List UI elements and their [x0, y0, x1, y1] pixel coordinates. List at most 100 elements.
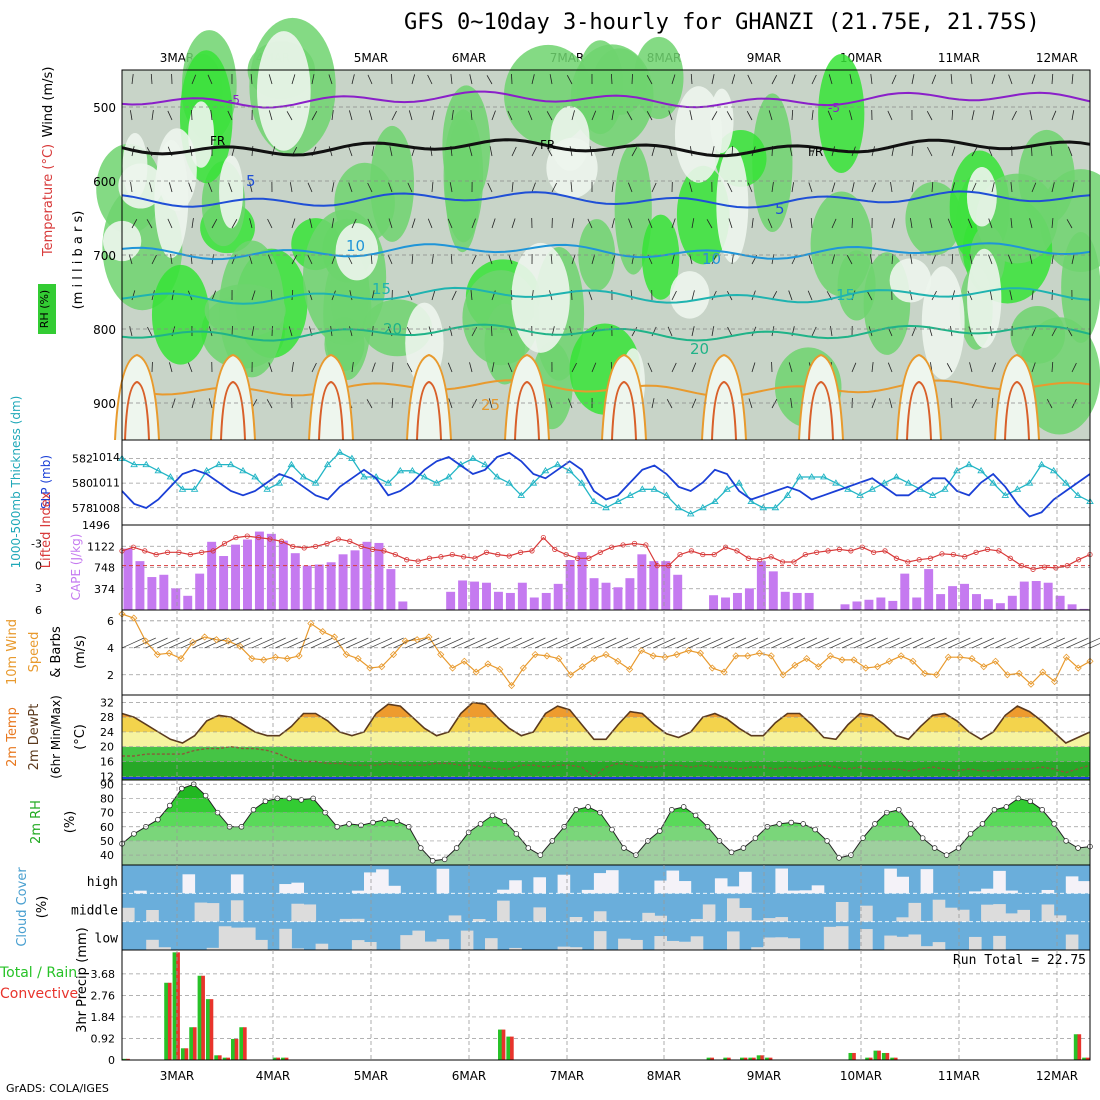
wind10-speed-point	[496, 665, 504, 673]
cape-bar	[553, 583, 563, 610]
wind-barb	[970, 74, 973, 85]
cape-bar	[541, 592, 551, 610]
lifted-index-point	[666, 563, 672, 569]
wind10-barb	[169, 637, 192, 649]
rh-2m-point	[477, 821, 484, 827]
wind-barb	[1051, 218, 1054, 229]
precip-total-bar	[122, 1058, 127, 1060]
rh-2m-point	[465, 829, 472, 836]
wind10-speed-point	[803, 655, 811, 663]
cape-bar	[266, 533, 276, 610]
cape-bar	[398, 601, 408, 610]
wind10-speed-point	[330, 633, 339, 641]
thickness-point	[590, 497, 598, 505]
wind10-speed-point	[909, 657, 917, 665]
lifted-index-point	[221, 540, 228, 547]
wind-barb	[788, 362, 793, 373]
wind-barb	[851, 182, 855, 193]
cloud-fill	[787, 938, 801, 950]
wind-barb	[910, 218, 913, 229]
wind10-panel-frame	[121, 609, 1091, 696]
lifted-index-point	[916, 557, 922, 563]
wind-barb	[566, 75, 573, 85]
cloud-fill	[618, 938, 631, 950]
thickness-point	[130, 460, 138, 468]
wind-barb	[731, 254, 734, 265]
rh-2m-point	[1051, 821, 1057, 827]
lifted-index-point	[1053, 565, 1059, 571]
wind-barb	[691, 398, 697, 409]
wind10-speed-point	[791, 661, 799, 669]
cloud-fill	[969, 891, 982, 894]
wind10-barb	[653, 637, 676, 649]
lifted-index-point	[962, 554, 968, 560]
wind-barb	[531, 182, 536, 193]
wind10-speed-point	[531, 650, 539, 659]
wind-barb	[849, 110, 853, 121]
pressure-tick-label: 500	[93, 101, 116, 115]
wind10-barb	[287, 637, 310, 649]
wind-barb	[168, 182, 173, 193]
temp-tick-label: 32	[100, 696, 114, 709]
wind10-speed-point	[838, 656, 846, 664]
wind-barb	[1031, 182, 1037, 193]
rh-2m-point	[1027, 798, 1033, 804]
cloud-fill	[376, 869, 389, 894]
lifted-index-point	[984, 546, 991, 552]
cloud-fill	[533, 907, 546, 922]
thickness-point	[614, 497, 622, 505]
thickness-point	[154, 466, 163, 474]
isotherm-line-5	[121, 190, 1091, 209]
cape-bar	[721, 597, 730, 610]
wind-barb	[771, 399, 778, 409]
cloud-fill	[823, 926, 837, 950]
precip-convective-bar	[710, 1057, 714, 1060]
thickness-point	[493, 473, 501, 480]
wind-barb	[370, 254, 373, 265]
wind-barb	[431, 182, 434, 193]
wind-barb	[351, 362, 354, 373]
wind-barb	[470, 110, 473, 121]
wind10-barb	[511, 637, 534, 649]
rh-2m-point	[800, 821, 806, 827]
lifted-index-point	[517, 549, 524, 555]
wind-barb	[546, 147, 553, 157]
precip-total-bar	[723, 1057, 728, 1060]
wind-barb	[911, 146, 914, 157]
temp-axis-label: 2m Temp	[5, 707, 20, 767]
thickness-point	[202, 466, 211, 474]
cloud-row-label: middle	[71, 903, 118, 918]
precip-convective-bar	[1085, 1057, 1090, 1060]
thickness-point	[795, 473, 804, 480]
precip-convective-bar	[768, 1057, 773, 1060]
wind10-barb	[1066, 637, 1089, 649]
precip-convective-bar	[209, 999, 214, 1060]
cloud-fill	[678, 941, 692, 950]
dry-shade-area	[335, 223, 379, 281]
lifted-index-point	[700, 551, 706, 558]
wind-barb	[228, 182, 233, 193]
precip-total-bar	[765, 1057, 770, 1060]
thickness-point	[892, 473, 901, 480]
thickness-point	[420, 473, 429, 480]
wind-barb	[391, 362, 394, 373]
precip-total-bar	[498, 1029, 503, 1060]
wind-barb	[428, 326, 433, 337]
thickness-point	[832, 479, 840, 486]
wind-barb	[1071, 362, 1077, 373]
wind10-barb	[971, 637, 995, 649]
wind-barb	[170, 254, 173, 265]
precip-panel-frame	[121, 949, 1091, 1061]
wind-barb	[311, 74, 315, 85]
lifted-index-point	[859, 544, 865, 550]
rh-2m-point	[394, 818, 400, 824]
cape-bar	[756, 561, 766, 610]
rh-shade-area	[641, 214, 680, 300]
wind-barb	[291, 289, 294, 301]
wind-barb	[890, 182, 893, 193]
wind-barb	[208, 182, 213, 193]
thickness-point	[178, 485, 187, 492]
rh-2m-point	[513, 831, 520, 837]
wind10-barb	[251, 637, 274, 649]
wind-barb	[971, 398, 977, 409]
